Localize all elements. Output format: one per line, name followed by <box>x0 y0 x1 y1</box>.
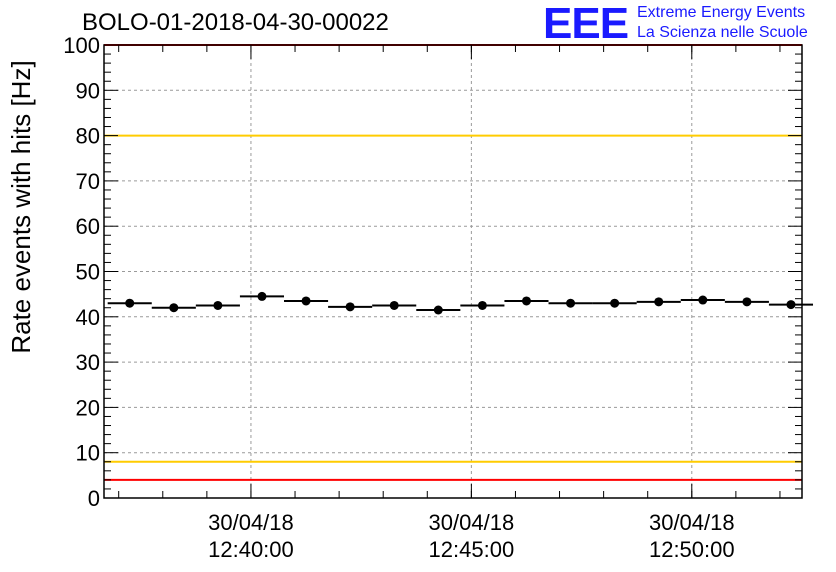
y-tick-label: 10 <box>76 441 100 466</box>
logo-text-line2: La Scienza nelle Scuole <box>637 24 808 41</box>
y-tick-label: 30 <box>76 350 100 375</box>
y-tick-label: 50 <box>76 260 100 285</box>
data-point <box>169 303 179 313</box>
y-tick-label: 20 <box>76 395 100 420</box>
axes: 010203040506070809010030/04/1812:40:0030… <box>63 33 802 562</box>
data-point <box>742 297 752 307</box>
y-tick-label: 80 <box>76 124 100 149</box>
x-tick-time-label: 12:50:00 <box>649 537 735 562</box>
chart-title: BOLO-01-2018-04-30-00022 <box>82 9 389 36</box>
y-tick-label: 60 <box>76 214 100 239</box>
y-tick-label: 90 <box>76 78 100 103</box>
y-axis-label: Rate events with hits [Hz] <box>6 60 36 353</box>
logo-mark: EEE <box>543 0 629 48</box>
data-points <box>107 291 814 315</box>
logo-text-line1: Extreme Energy Events <box>637 4 806 21</box>
x-tick-time-label: 12:40:00 <box>208 537 294 562</box>
x-tick-date-label: 30/04/18 <box>429 510 515 535</box>
data-point <box>521 296 531 306</box>
data-point <box>610 298 620 308</box>
x-tick-time-label: 12:45:00 <box>429 537 515 562</box>
grid <box>104 45 802 498</box>
data-point <box>786 300 796 310</box>
data-point <box>698 295 708 305</box>
data-point <box>125 298 135 308</box>
data-point <box>257 291 267 301</box>
data-point <box>477 300 487 310</box>
data-point <box>654 297 664 307</box>
data-point <box>345 302 355 312</box>
data-point <box>433 305 443 315</box>
x-tick-date-label: 30/04/18 <box>649 510 735 535</box>
x-tick-date-label: 30/04/18 <box>208 510 294 535</box>
y-tick-label: 100 <box>63 33 100 58</box>
y-tick-label: 0 <box>88 486 100 511</box>
data-point <box>301 296 311 306</box>
y-tick-label: 70 <box>76 169 100 194</box>
y-tick-label: 40 <box>76 305 100 330</box>
data-point <box>566 298 576 308</box>
data-point <box>213 300 223 310</box>
threshold-lines <box>104 44 802 481</box>
data-point <box>389 300 399 310</box>
